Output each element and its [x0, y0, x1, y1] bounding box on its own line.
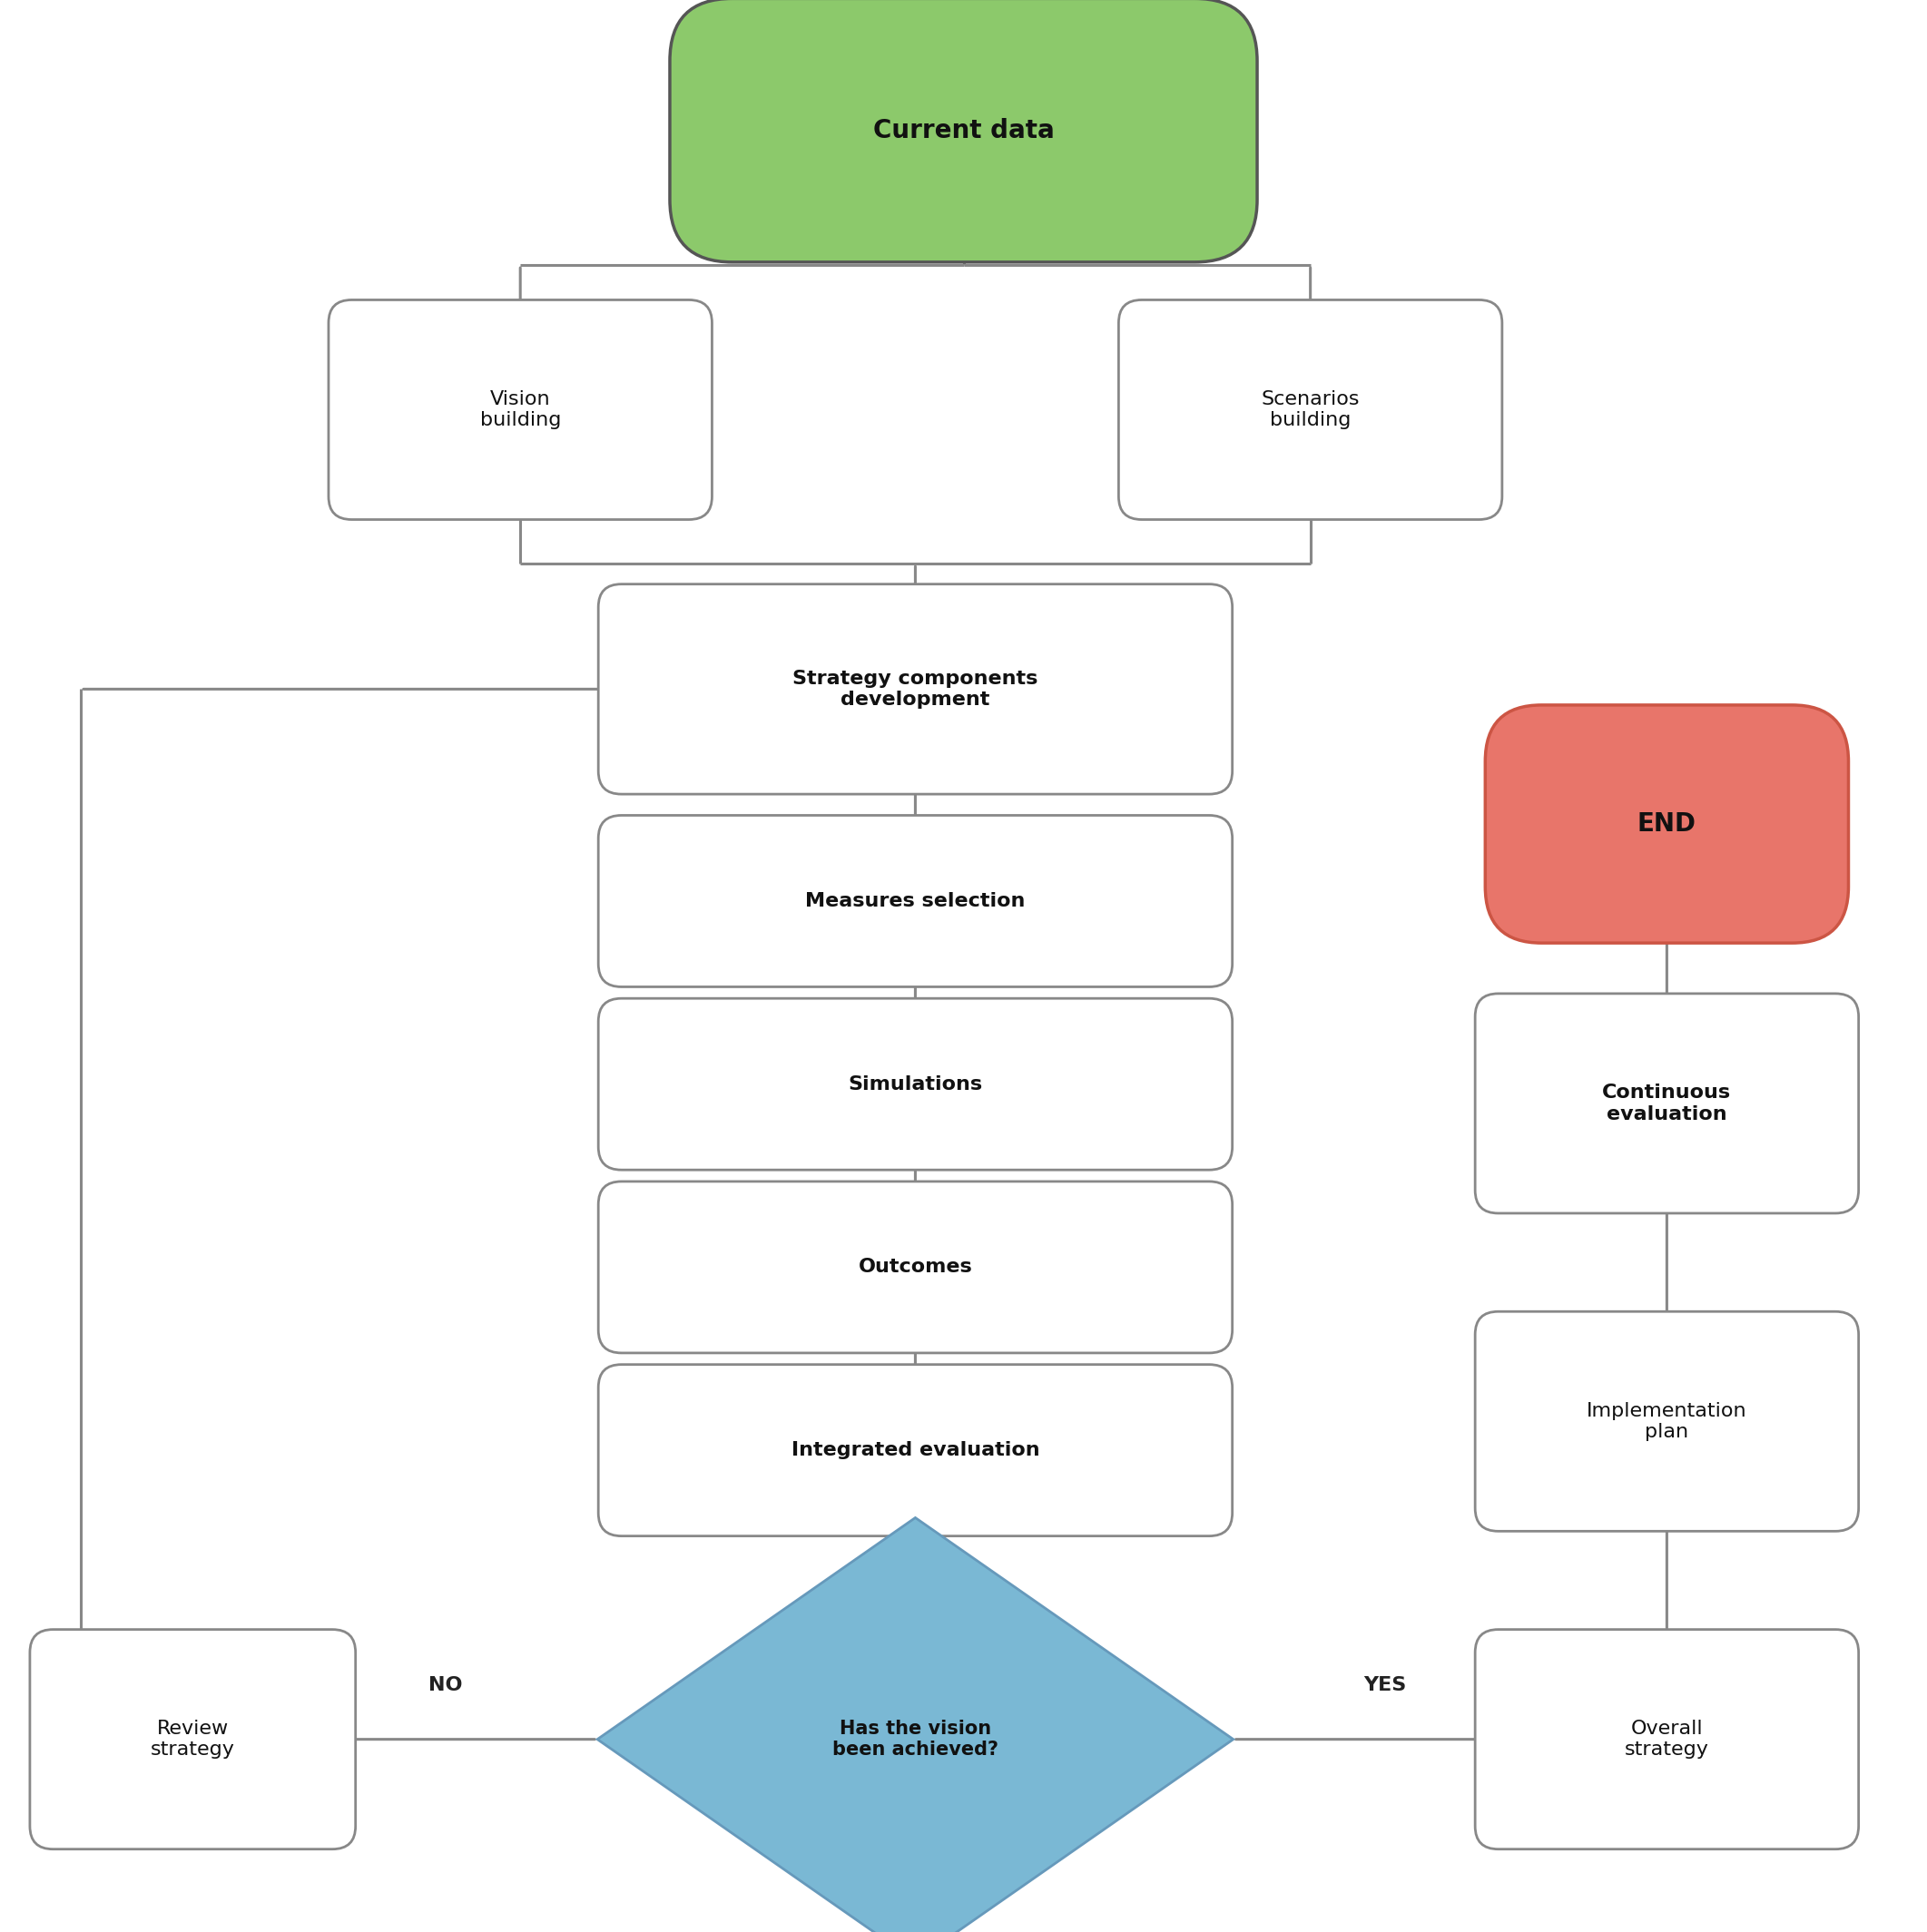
FancyBboxPatch shape	[597, 999, 1233, 1171]
Text: Overall
strategy: Overall strategy	[1624, 1719, 1709, 1758]
Text: Has the vision
been achieved?: Has the vision been achieved?	[832, 1719, 998, 1758]
FancyBboxPatch shape	[330, 299, 713, 520]
FancyBboxPatch shape	[1486, 705, 1848, 943]
FancyBboxPatch shape	[597, 1182, 1233, 1352]
Polygon shape	[597, 1519, 1233, 1932]
Text: Implementation
plan: Implementation plan	[1586, 1403, 1748, 1441]
FancyBboxPatch shape	[597, 815, 1233, 987]
Text: Strategy components
development: Strategy components development	[792, 670, 1039, 709]
Text: Simulations: Simulations	[848, 1074, 983, 1094]
Text: Measures selection: Measures selection	[805, 893, 1025, 910]
FancyBboxPatch shape	[1476, 1629, 1858, 1849]
Text: Review
strategy: Review strategy	[150, 1719, 235, 1758]
Text: Outcomes: Outcomes	[858, 1258, 973, 1277]
Text: Continuous
evaluation: Continuous evaluation	[1603, 1084, 1730, 1122]
Text: END: END	[1638, 811, 1696, 837]
Text: Current data: Current data	[873, 118, 1054, 143]
FancyBboxPatch shape	[597, 583, 1233, 794]
Text: Scenarios
building: Scenarios building	[1260, 390, 1360, 429]
FancyBboxPatch shape	[671, 0, 1256, 263]
FancyBboxPatch shape	[1476, 993, 1858, 1213]
FancyBboxPatch shape	[31, 1629, 355, 1849]
Text: NO: NO	[428, 1677, 462, 1694]
Text: Integrated evaluation: Integrated evaluation	[792, 1441, 1039, 1459]
FancyBboxPatch shape	[1476, 1312, 1858, 1532]
Text: YES: YES	[1364, 1677, 1407, 1694]
Text: Vision
building: Vision building	[480, 390, 561, 429]
FancyBboxPatch shape	[1118, 299, 1503, 520]
FancyBboxPatch shape	[597, 1364, 1233, 1536]
